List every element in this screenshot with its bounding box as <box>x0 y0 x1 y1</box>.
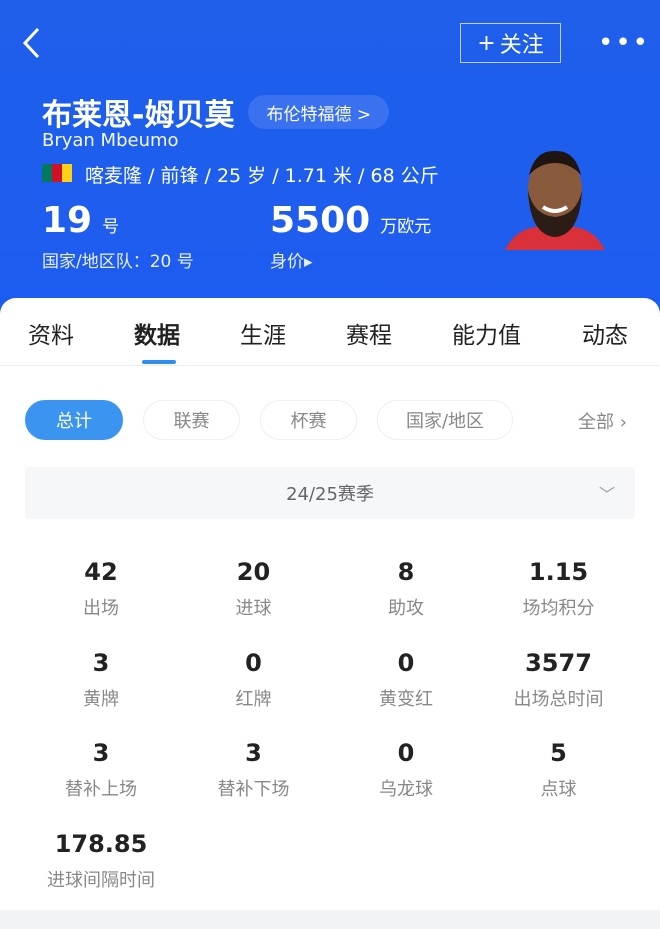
stat-value: 3577 <box>525 648 592 677</box>
stat-label: 替补上场 <box>65 779 137 800</box>
tab-schedule[interactable]: 赛程 <box>346 323 392 349</box>
filter-league[interactable]: 联赛 <box>143 400 240 440</box>
cameroon-flag-icon <box>42 164 72 182</box>
player-info: 喀麦隆 / 前锋 / 25 岁 / 1.71 米 / 68 公斤 <box>85 165 439 187</box>
stat-item: 0 红牌 <box>178 649 330 711</box>
stat-value: 0 <box>397 739 415 767</box>
filter-total[interactable]: 总计 <box>25 400 123 440</box>
stat-item: 3 替补下场 <box>178 739 330 801</box>
stat-item: 8 助攻 <box>330 558 482 620</box>
stat-label: 出场 <box>83 598 119 619</box>
stat-label: 点球 <box>540 779 577 800</box>
stat-item: 20 进球 <box>178 558 330 620</box>
stat-value: 20 <box>236 558 271 586</box>
stat-label: 黄变红 <box>379 688 433 710</box>
stat-label: 助攻 <box>388 598 424 619</box>
stat-label: 出场总时间 <box>513 688 604 710</box>
shirt-number-row: 19 号 <box>42 200 119 241</box>
stat-value: 0 <box>245 648 262 677</box>
stat-value: 3 <box>92 739 110 767</box>
filter-cup[interactable]: 杯赛 <box>260 400 357 440</box>
stat-item: 3 替补上场 <box>25 739 177 801</box>
stat-value: 5 <box>550 739 567 767</box>
active-tab-indicator <box>142 360 176 364</box>
plus-icon: + <box>477 30 496 56</box>
stat-item: 3577 出场总时间 <box>483 649 635 711</box>
stat-value: 178.85 <box>54 829 148 858</box>
stat-label: 场均积分 <box>522 598 595 619</box>
stat-item: 178.85 进球间隔时间 <box>25 830 177 892</box>
market-value-row: 5500 万欧元 <box>270 200 431 241</box>
market-value: 5500 <box>270 200 371 241</box>
player-photo <box>505 150 605 250</box>
shirt-number-unit: 号 <box>102 217 120 237</box>
player-name: 布莱恩-姆贝莫 <box>42 98 235 133</box>
stat-item: 5 点球 <box>483 739 635 801</box>
player-header: + 关注 ••• 布莱恩-姆贝莫 布伦特福德 > Bryan Mbeumo 喀麦隆… <box>0 0 660 320</box>
tab-ability[interactable]: 能力值 <box>452 323 521 349</box>
national-number: 国家/地区队：20 号 <box>42 252 194 272</box>
market-value-unit: 万欧元 <box>380 217 432 237</box>
back-icon[interactable] <box>18 26 48 60</box>
stat-item: 0 黄变红 <box>330 649 482 711</box>
team-link[interactable]: 布伦特福德 > <box>248 95 390 129</box>
content-card: 资料 数据 生涯 赛程 能力值 动态 总计 联赛 杯赛 国家/地区 全部 › 2… <box>0 298 660 910</box>
stat-item: 3 黄牌 <box>25 649 177 711</box>
stat-item: 1.15 场均积分 <box>483 558 635 620</box>
tab-bar: 资料 数据 生涯 赛程 能力值 动态 <box>0 298 660 366</box>
name-row: 布莱恩-姆贝莫 布伦特福德 > <box>42 90 390 134</box>
stat-value: 3 <box>92 648 110 677</box>
tab-career[interactable]: 生涯 <box>240 323 286 349</box>
shirt-number: 19 <box>42 200 93 241</box>
stat-label: 黄牌 <box>83 688 119 710</box>
tab-profile[interactable]: 资料 <box>28 323 74 349</box>
tab-stats[interactable]: 数据 <box>134 323 180 349</box>
stat-value: 42 <box>84 558 118 586</box>
filter-all-link[interactable]: 全部 › <box>578 412 627 433</box>
stat-value: 0 <box>397 648 415 677</box>
stat-item: 0 乌龙球 <box>330 739 482 801</box>
stat-item: 42 出场 <box>25 558 177 620</box>
stat-label: 进球间隔时间 <box>47 869 155 891</box>
stat-label: 红牌 <box>235 688 272 710</box>
stat-label: 进球 <box>235 598 272 619</box>
stat-label: 乌龙球 <box>379 779 433 800</box>
player-name-en: Bryan Mbeumo <box>42 130 179 151</box>
stat-value: 3 <box>245 739 262 767</box>
tab-news[interactable]: 动态 <box>582 323 628 349</box>
stat-value: 8 <box>397 558 415 586</box>
chevron-down-icon: ﹀ <box>598 485 615 504</box>
season-select[interactable]: 24/25赛季 ﹀ <box>25 467 635 519</box>
bottom-strip <box>0 910 660 929</box>
more-icon[interactable]: ••• <box>598 28 651 58</box>
stat-label: 替补下场 <box>217 779 290 800</box>
stat-value: 1.15 <box>528 558 589 586</box>
follow-button[interactable]: + 关注 <box>460 23 561 63</box>
market-value-link[interactable]: 身价▸ <box>270 252 313 272</box>
filter-national[interactable]: 国家/地区 <box>377 400 513 440</box>
